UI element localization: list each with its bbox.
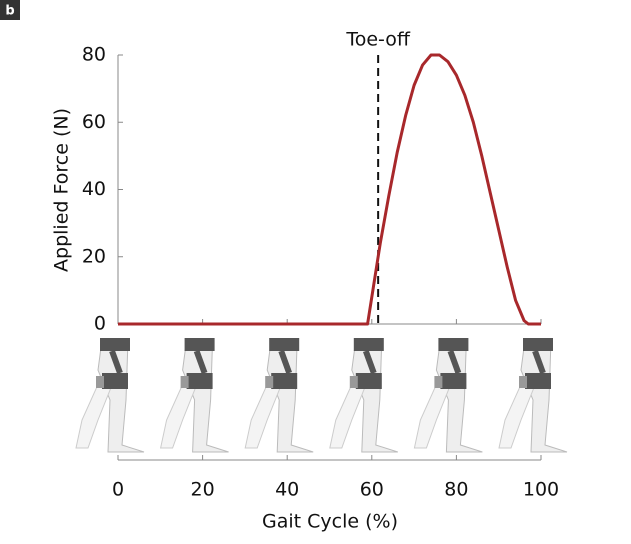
rear-leg — [159, 379, 198, 449]
cable — [362, 349, 377, 375]
x-axis-label: Gait Cycle (%) — [262, 511, 398, 533]
rear-leg — [244, 379, 282, 449]
thigh-strap — [186, 373, 213, 389]
panel-label: b — [5, 4, 14, 19]
waist-strap — [438, 338, 469, 351]
rear-leg — [498, 379, 536, 449]
thigh-strap — [102, 373, 128, 389]
thigh-band — [180, 376, 189, 388]
thigh-strap — [271, 373, 298, 389]
x-tick-label: 60 — [360, 479, 384, 501]
y-tick-label: 80 — [82, 44, 106, 66]
waist-strap — [184, 338, 215, 351]
cable — [532, 349, 546, 375]
rear-leg — [75, 379, 113, 449]
annotation: Toe-off — [345, 29, 411, 51]
force-line — [118, 53, 541, 326]
waist-strap — [269, 338, 300, 351]
cable — [109, 349, 123, 375]
rear-leg — [413, 379, 452, 449]
y-tick-label: 20 — [82, 245, 106, 267]
cable — [193, 349, 208, 375]
x-tick-label: 0 — [112, 479, 124, 501]
thigh-strap — [440, 373, 467, 389]
waist-strap — [100, 338, 130, 351]
thigh-strap — [355, 373, 382, 389]
thigh-band — [349, 376, 358, 388]
thigh-band — [519, 376, 527, 388]
x-tick-label: 40 — [275, 479, 299, 501]
thigh-band — [265, 376, 274, 388]
panel-label-box — [0, 0, 20, 20]
waist-strap — [523, 338, 553, 351]
x-tick-label: 80 — [444, 479, 468, 501]
cable — [447, 349, 462, 375]
y-tick-label: 0 — [94, 313, 106, 335]
x-tick-label: 100 — [523, 479, 559, 501]
y-tick-label: 60 — [82, 111, 106, 133]
illustrations — [75, 338, 568, 453]
thigh-strap — [525, 373, 551, 389]
thigh-band — [96, 376, 104, 388]
cable — [278, 349, 293, 375]
thigh-band — [434, 376, 443, 388]
y-tick-label: 40 — [82, 178, 106, 200]
x-tick-label: 20 — [191, 479, 215, 501]
rear-leg — [329, 379, 367, 449]
y-axis-label: Applied Force (N) — [51, 108, 73, 272]
waist-strap — [353, 338, 384, 351]
